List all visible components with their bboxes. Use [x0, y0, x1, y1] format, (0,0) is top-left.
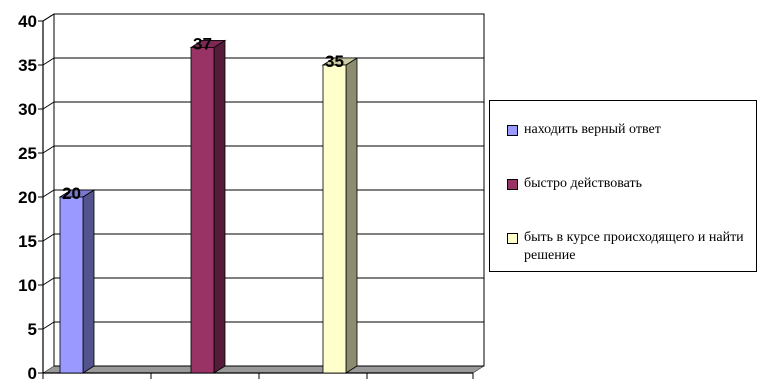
y-tick-label: 0	[28, 364, 37, 383]
bar-front	[322, 64, 347, 374]
chart-legend: находить верный ответ быстро действовать…	[489, 100, 757, 272]
data-label: 20	[62, 184, 81, 203]
y-tick-label: 20	[18, 188, 37, 207]
y-axis-top	[42, 13, 55, 22]
legend-swatch	[507, 233, 518, 244]
bar-side	[345, 57, 358, 374]
gridline-side	[42, 57, 55, 66]
bar	[321, 57, 359, 374]
y-tick-label: 10	[18, 276, 37, 295]
bar-side	[82, 189, 95, 374]
gridline-side	[42, 321, 55, 330]
bar-front	[190, 47, 215, 374]
bar-front	[59, 196, 84, 374]
data-label: 37	[193, 34, 212, 53]
gridline-side	[42, 101, 55, 110]
bar	[189, 39, 227, 374]
plot-floor	[42, 365, 485, 374]
bar	[58, 189, 96, 374]
gridline-side	[42, 145, 55, 154]
y-tick-label: 5	[28, 320, 37, 339]
legend-item: быть в курсе происходящего и найти решен…	[507, 229, 757, 265]
legend-item: находить верный ответ	[507, 121, 757, 139]
legend-swatch	[507, 125, 518, 136]
y-tick-label: 30	[18, 100, 37, 119]
y-tick-label: 25	[18, 144, 37, 163]
bar-side	[213, 39, 226, 374]
legend-item: быстро действовать	[507, 175, 757, 193]
gridline-side	[42, 277, 55, 286]
y-tick-label: 15	[18, 232, 37, 251]
gridline-side	[42, 189, 55, 198]
legend-label: находить верный ответ	[524, 122, 661, 137]
legend-swatch	[507, 179, 518, 190]
data-label: 35	[325, 52, 344, 71]
y-tick-label: 40	[18, 12, 37, 31]
legend-label: быстро действовать	[524, 176, 642, 191]
gridline-side	[42, 233, 55, 242]
legend-label: быть в курсе происходящего и найти решен…	[524, 230, 744, 263]
y-tick-label: 35	[18, 56, 37, 75]
